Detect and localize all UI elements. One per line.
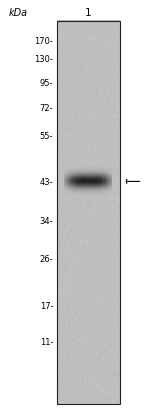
Text: 17-: 17-: [40, 302, 53, 311]
Text: 11-: 11-: [40, 338, 53, 347]
Text: 34-: 34-: [40, 217, 53, 226]
Text: 1: 1: [85, 8, 92, 18]
Text: 43-: 43-: [40, 178, 53, 187]
Text: 72-: 72-: [40, 104, 53, 113]
Text: 95-: 95-: [40, 79, 53, 88]
Text: 26-: 26-: [40, 255, 53, 264]
Text: 130-: 130-: [34, 55, 53, 64]
Text: kDa: kDa: [8, 8, 28, 18]
Text: 170-: 170-: [34, 37, 53, 46]
Text: 55-: 55-: [40, 132, 53, 141]
Bar: [57, 21, 120, 404]
